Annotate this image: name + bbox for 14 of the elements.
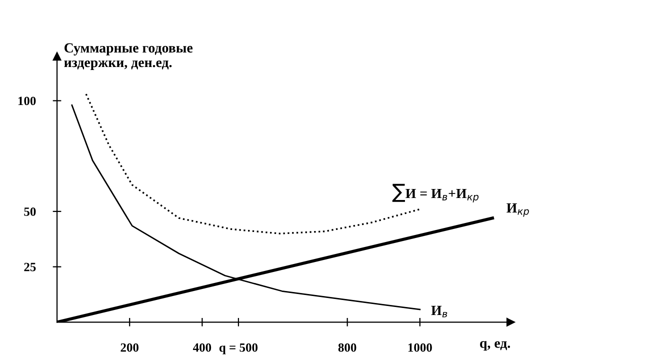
x-tick-label: 800 xyxy=(338,343,356,352)
series-label: И$_{в}$ xyxy=(431,306,448,318)
x-tick-label: q = 500 xyxy=(219,343,258,354)
y-tick-label: 25 xyxy=(24,262,36,272)
y-tick-label: 100 xyxy=(18,96,36,106)
x-tick-label: 400 xyxy=(192,343,212,352)
x-tick-label: 200 xyxy=(120,343,138,352)
series-label: И$_{кр}$ xyxy=(506,203,529,217)
series-label: ∑И = И$_{в}$+И$_{кр}$ xyxy=(392,184,479,202)
line-series xyxy=(85,93,421,234)
y-axis-title: Суммарные годовые издержки, ден.ед. xyxy=(64,43,193,70)
y-tick-label: 50 xyxy=(24,207,36,216)
x-tick-label: 1000 xyxy=(408,343,432,352)
x-axis-title: q, ед. xyxy=(480,341,510,351)
